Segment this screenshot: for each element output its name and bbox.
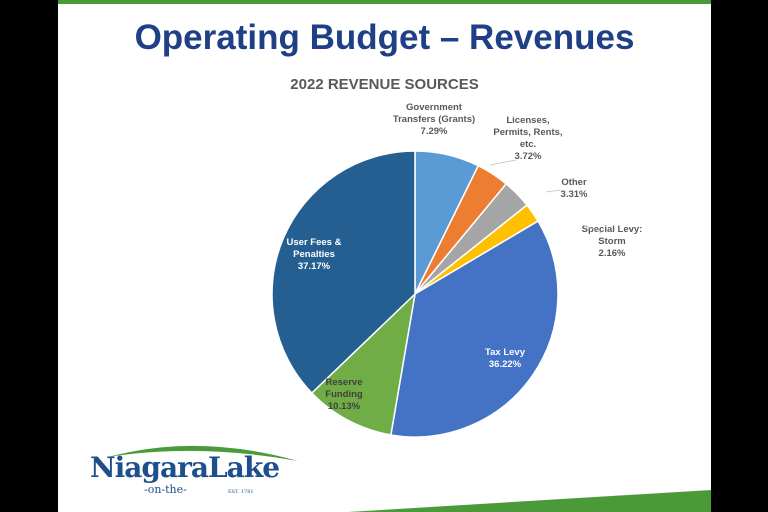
bottom-accent-stripe [348, 490, 711, 512]
leader-line [582, 224, 603, 234]
logo-wordmark: NiagaraLake [90, 451, 280, 484]
logo-swoosh-icon [108, 445, 298, 461]
slice-label: Tax Levy 36.22% [485, 347, 526, 370]
pie-slice [310, 291, 417, 436]
slice-label: User Fees & Penalties 37.17% [287, 237, 342, 272]
logo-subtext: -on-the- [144, 483, 187, 496]
pie-slice [271, 150, 416, 395]
slide-title: Operating Budget – Revenues [134, 18, 635, 57]
chart-title: 2022 REVENUE SOURCES [290, 76, 479, 93]
leader-line [545, 189, 562, 193]
slice-label: Licenses, Permits, Rents, etc. 3.72% [493, 115, 562, 162]
leader-line [489, 159, 517, 166]
slide: Operating Budget – Revenues 2022 REVENUE… [58, 0, 711, 512]
slice-label: Other 3.31% [561, 177, 588, 200]
pie-chart: Government Transfers (Grants) 7.29% License… [271, 102, 643, 438]
logo: NiagaraLake -on-the- EST. 1781 [88, 437, 328, 507]
pie-slice [389, 220, 559, 438]
logo-est: EST. 1781 [228, 489, 254, 495]
slice-label: Special Levy: Storm 2.16% [582, 224, 643, 259]
top-accent-bar [58, 0, 711, 4]
slice-label: Government Transfers (Grants) 7.29% [393, 102, 475, 137]
slice-label: Reserve Funding 10.13% [325, 377, 363, 412]
